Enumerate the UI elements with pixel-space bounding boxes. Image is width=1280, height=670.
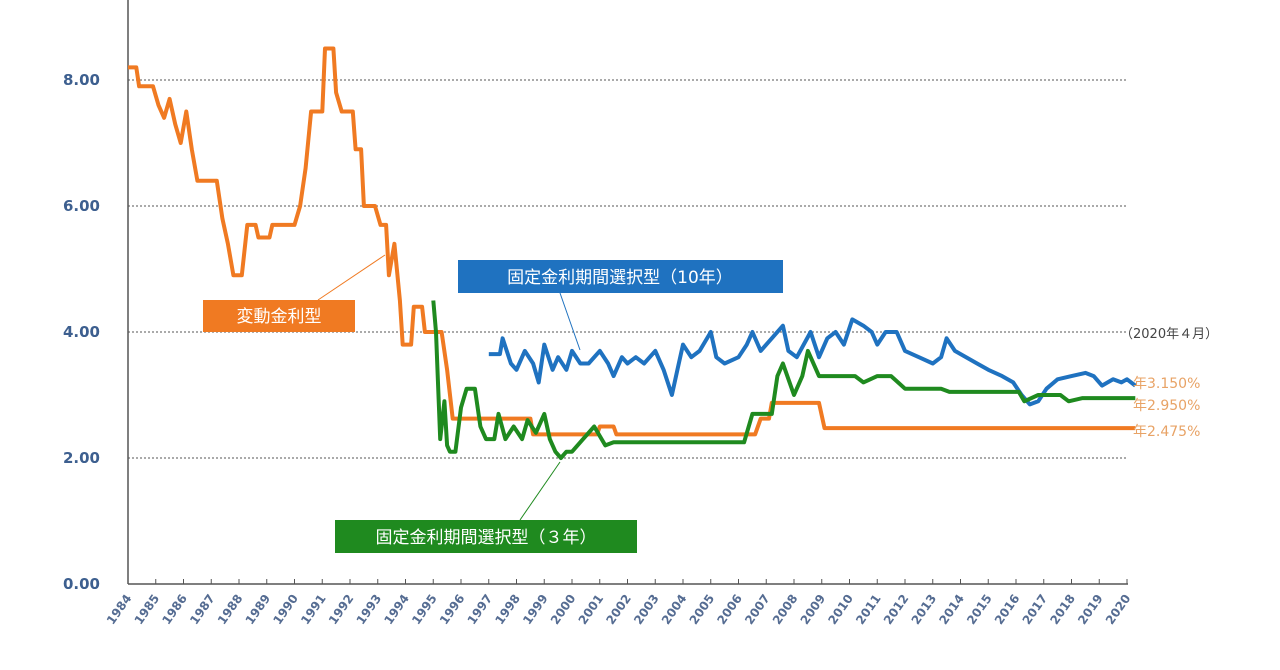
x-tick-label: 2020 bbox=[1103, 592, 1134, 627]
x-tick-label: 2008 bbox=[770, 592, 801, 627]
x-tick-label: 2004 bbox=[659, 592, 690, 627]
x-tick-label: 1987 bbox=[187, 592, 218, 627]
gridlines bbox=[128, 79, 1127, 459]
label-variable: 変動金利型 bbox=[237, 307, 322, 327]
y-tick-label: 8.00 bbox=[63, 71, 100, 89]
y-tick-label: 6.00 bbox=[63, 197, 100, 215]
x-tick-label: 2000 bbox=[548, 592, 579, 627]
x-tick-label: 2005 bbox=[687, 592, 718, 627]
date-note: （2020年４月） bbox=[1120, 327, 1218, 342]
y-tick-label: 4.00 bbox=[63, 323, 100, 341]
x-tick-label: 1999 bbox=[520, 592, 551, 627]
x-tick-label: 1995 bbox=[409, 592, 440, 627]
x-tick-label: 1991 bbox=[298, 592, 329, 627]
series-line-fixed3 bbox=[431, 300, 1136, 460]
label-box-fixed3: 固定金利期間選択型（３年） bbox=[335, 520, 637, 553]
label-fixed10: 固定金利期間選択型（10年） bbox=[507, 268, 733, 288]
end-label-fixed10: 年3.150% bbox=[1133, 376, 1200, 392]
x-tick-label: 1998 bbox=[492, 592, 523, 627]
x-tick-label: 2006 bbox=[714, 592, 745, 627]
x-tick-label: 1990 bbox=[270, 592, 301, 627]
x-tick-label: 1993 bbox=[354, 592, 385, 627]
x-tick-label: 1988 bbox=[215, 592, 246, 627]
x-tick-label: 2001 bbox=[576, 592, 607, 627]
leader-variable bbox=[317, 254, 386, 301]
label-box-variable: 変動金利型 bbox=[203, 300, 355, 332]
x-tick-label: 2009 bbox=[798, 592, 829, 627]
x-tick-label: 1984 bbox=[104, 592, 135, 627]
x-tick-label: 2010 bbox=[825, 592, 856, 627]
end-label-fixed3: 年2.950% bbox=[1133, 398, 1200, 414]
x-tick-label: 2015 bbox=[964, 592, 995, 627]
x-tick-label: 1997 bbox=[465, 592, 496, 627]
y-tick-label: 2.00 bbox=[63, 449, 100, 467]
x-tick-label: 1986 bbox=[159, 592, 190, 627]
x-tick-label: 1994 bbox=[381, 592, 412, 627]
leader-fixed10 bbox=[559, 292, 581, 351]
x-tick-label: 1996 bbox=[437, 592, 468, 627]
x-tick-label: 2017 bbox=[1020, 592, 1051, 627]
x-tick-label: 2011 bbox=[853, 592, 884, 627]
x-tick-label: 2012 bbox=[881, 592, 912, 627]
x-tick-label: 2019 bbox=[1075, 592, 1106, 627]
x-tick-label: 1985 bbox=[132, 592, 163, 627]
x-tick-label: 1989 bbox=[243, 592, 274, 627]
series-line-variable bbox=[128, 46, 1136, 437]
label-fixed3: 固定金利期間選択型（３年） bbox=[376, 528, 597, 548]
x-tick-label: 2002 bbox=[603, 592, 634, 627]
end-label-variable: 年2.475% bbox=[1133, 424, 1200, 440]
x-tick-label: 2018 bbox=[1047, 592, 1078, 627]
x-tick-label: 1992 bbox=[326, 592, 357, 627]
series-lines bbox=[128, 46, 1137, 460]
x-axis-ticks: 1984198519861987198819891990199119921993… bbox=[104, 579, 1134, 627]
label-box-fixed10: 固定金利期間選択型（10年） bbox=[458, 260, 783, 293]
x-tick-label: 2007 bbox=[742, 592, 773, 627]
y-axis-ticks: 0.00 2.00 4.00 6.00 8.00 bbox=[63, 71, 100, 593]
y-tick-label: 0.00 bbox=[63, 575, 100, 593]
x-tick-label: 2013 bbox=[909, 592, 940, 627]
x-tick-label: 2016 bbox=[992, 592, 1023, 627]
leader-fixed3 bbox=[519, 461, 561, 521]
x-tick-label: 2003 bbox=[631, 592, 662, 627]
x-tick-label: 2014 bbox=[936, 592, 967, 627]
